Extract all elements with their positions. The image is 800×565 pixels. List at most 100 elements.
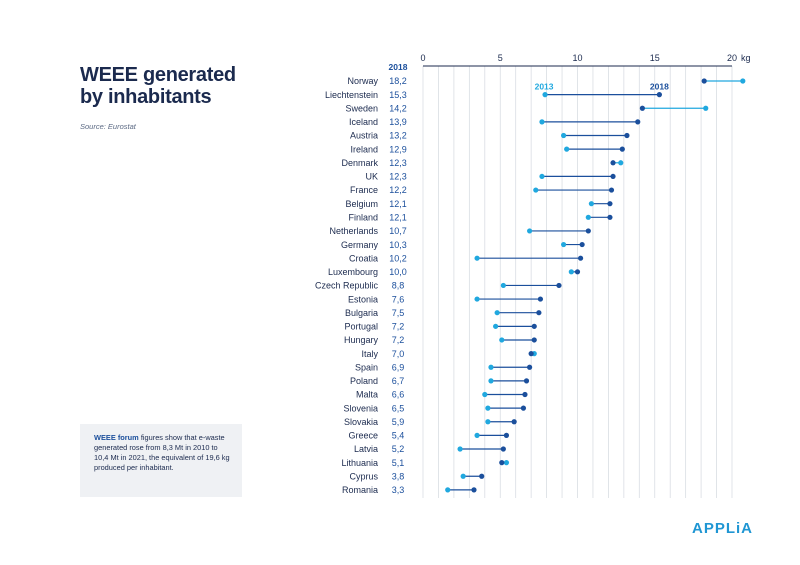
country-label: Romania [342,485,378,495]
x-tick-label: 20 [727,53,737,63]
point-2013 [488,378,494,384]
point-2013 [539,119,545,125]
value-label: 7,0 [392,349,405,359]
country-label: Poland [350,376,378,386]
country-label: Denmark [341,158,378,168]
value-label: 3,3 [392,485,405,495]
point-2018 [610,160,616,166]
point-2018 [527,364,533,370]
country-label: Austria [350,131,378,141]
point-2013 [527,228,533,234]
note-highlight: WEEE forum [94,433,139,442]
point-2013 [588,201,595,207]
point-2013 [500,282,506,289]
country-label: France [350,185,378,195]
point-2018 [528,351,534,357]
point-2018 [610,173,616,180]
point-2018 [522,391,528,398]
country-label: Netherlands [329,226,378,236]
point-2013 [568,269,574,275]
value-label: 10,7 [389,226,407,236]
country-label: Cyprus [349,471,378,481]
country-label: Slovenia [343,403,378,413]
point-2013 [488,364,494,370]
country-label: Greece [348,431,378,441]
value-label: 10,3 [389,240,407,250]
point-2018 [537,296,544,302]
point-2013 [703,105,709,111]
value-label: 7,5 [392,308,405,318]
point-2018 [500,446,506,452]
point-2013 [474,432,480,438]
source-label: Source: Eurostat [80,122,136,131]
value-label: 7,2 [392,322,405,332]
country-label: Malta [356,390,378,400]
value-label: 13,2 [389,131,407,141]
value-label: 12,3 [389,172,407,182]
country-label: Sweden [345,103,378,113]
point-2018 [536,310,542,316]
point-2018 [471,487,477,493]
value-label: 12,1 [389,199,407,209]
point-2013 [485,405,491,411]
point-2018 [523,378,530,384]
country-label: Slovakia [344,417,378,427]
point-2018 [585,228,591,234]
title-line-1: WEEE generated [80,64,236,86]
point-2013 [560,132,567,139]
point-2013 [494,310,500,316]
country-label: Germany [341,240,379,250]
info-note: WEEE forum figures show that e-waste gen… [80,424,242,497]
country-label: Finland [348,213,378,223]
point-2018 [619,146,625,152]
point-2018 [556,282,562,289]
point-2013 [457,446,463,452]
country-label: UK [365,172,378,182]
point-2013 [493,323,499,329]
point-2013 [533,187,539,193]
country-label: Latvia [354,444,378,454]
country-label: Luxembourg [328,267,378,277]
x-tick-label: 5 [498,53,503,63]
x-tick-label: 10 [572,53,582,63]
point-2018 [607,214,613,220]
value-label: 14,2 [389,103,407,113]
point-2013 [445,487,451,493]
country-label: Iceland [349,117,378,127]
point-2018 [520,405,527,411]
point-2013 [499,337,505,343]
point-2018 [531,323,537,329]
value-label: 5,4 [392,431,405,441]
point-2018 [503,432,510,438]
chart-title: WEEE generated by inhabitants [80,64,236,108]
point-2013 [474,255,480,261]
value-label: 12,9 [389,144,407,154]
title-line-2: by inhabitants [80,86,212,108]
point-2013 [460,473,466,479]
point-2018 [577,255,584,261]
country-label: Hungary [344,335,379,345]
country-label: Italy [361,349,378,359]
value-label: 10,0 [389,267,407,277]
value-label: 8,8 [392,281,405,291]
point-2013 [564,146,570,152]
country-label: Belgium [345,199,378,209]
country-label: Estonia [348,294,378,304]
series-label-2018: 2018 [650,82,669,92]
value-label: 5,1 [392,458,405,468]
x-tick-label: 15 [650,53,660,63]
point-2013 [474,296,480,302]
value-label: 6,6 [392,390,405,400]
point-2013 [618,160,624,166]
value-column-header: 2018 [389,62,408,72]
point-2013 [542,92,548,98]
country-label: Czech Republic [315,281,379,291]
point-2018 [624,132,630,139]
point-2013 [482,391,488,398]
point-2018 [499,460,505,466]
value-label: 6,7 [392,376,405,386]
point-2013 [585,214,591,220]
series-label-2013: 2013 [535,82,554,92]
country-label: Liechtenstein [325,90,378,100]
